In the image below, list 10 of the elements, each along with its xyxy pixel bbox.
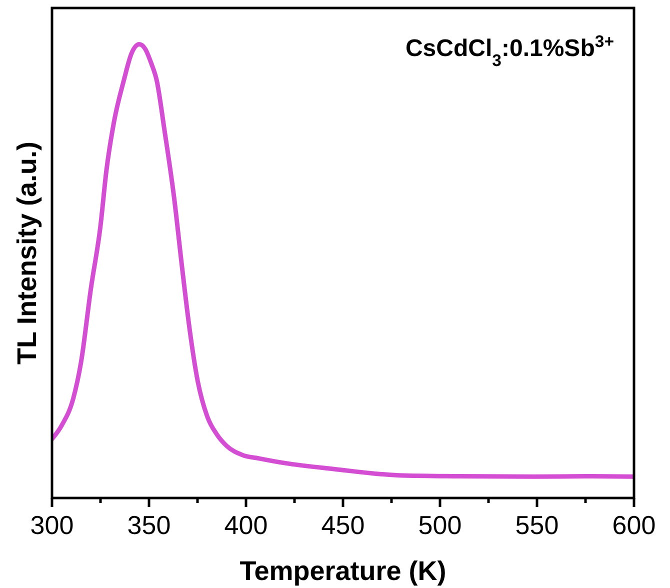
x-axis-title: Temperature (K)	[240, 556, 446, 586]
x-tick-label: 600	[612, 510, 656, 540]
annotation: CsCdCl$_{3}$:0.1%Sb$^{3+}$	[405, 32, 614, 70]
x-tick-label: 300	[30, 510, 74, 540]
x-tick-label: 550	[515, 510, 559, 540]
x-tick-label: 400	[224, 510, 268, 540]
y-axis-title: TL Intensity (a.u.)	[12, 141, 42, 365]
x-tick-label: 450	[321, 510, 365, 540]
x-tick-label: 350	[127, 510, 171, 540]
x-tick-label: 500	[418, 510, 462, 540]
